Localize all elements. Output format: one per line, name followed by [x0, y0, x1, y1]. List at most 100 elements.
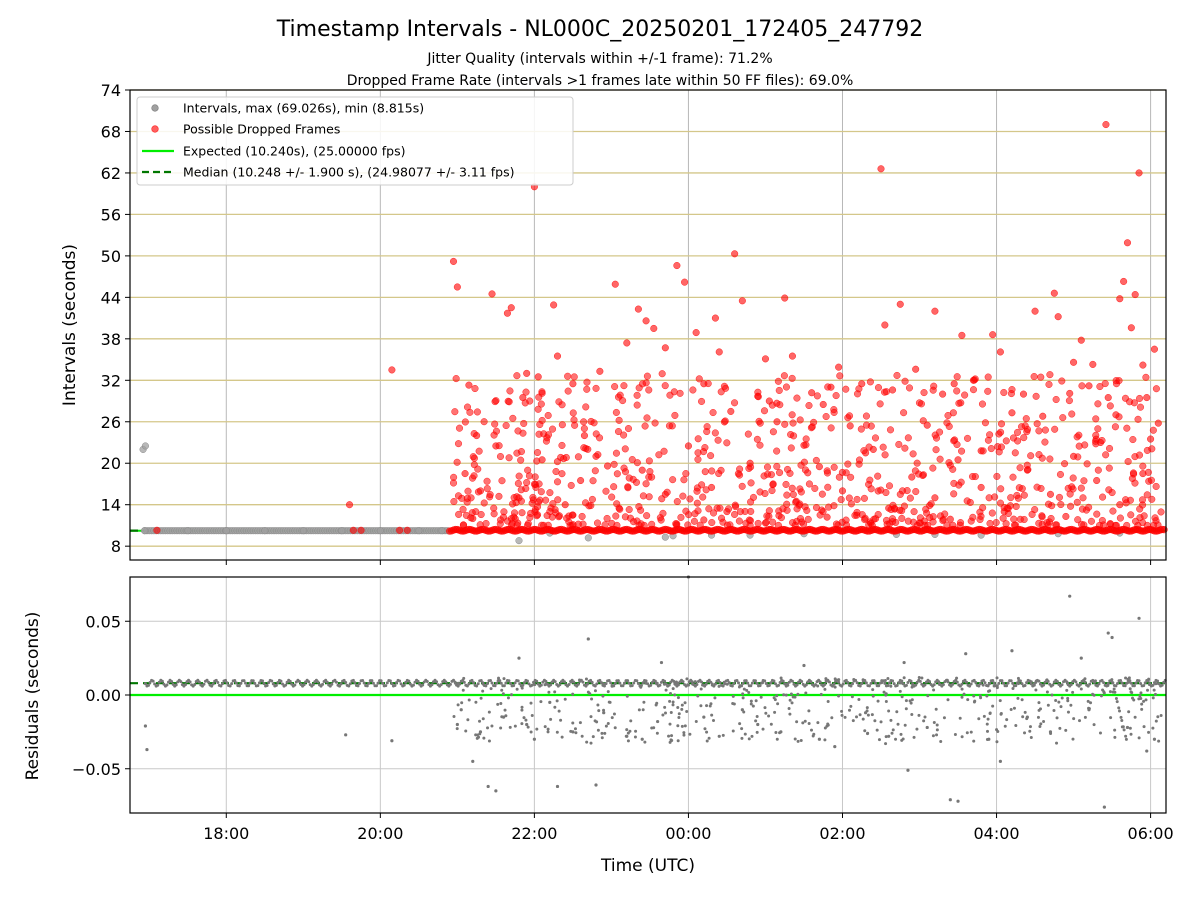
residual-point — [1091, 692, 1095, 696]
residual-point — [374, 684, 378, 688]
residual-point — [663, 679, 667, 683]
residual-point — [965, 731, 969, 735]
residual-point — [242, 679, 246, 683]
residual-point — [1009, 708, 1013, 712]
residual-point — [580, 734, 584, 738]
residual-point — [764, 711, 768, 715]
dropped-frame-point — [1157, 508, 1165, 516]
dropped-frame-point — [797, 488, 805, 496]
dropped-frame-point — [604, 462, 612, 470]
residual-point — [960, 687, 964, 691]
dropped-frame-point — [1136, 394, 1144, 402]
dropped-frame-point — [742, 519, 750, 527]
residual-point — [948, 798, 952, 802]
residual-point — [481, 682, 485, 686]
dropped-frame-point — [789, 519, 797, 527]
dropped-frame-point — [1120, 277, 1128, 285]
dropped-frame-point — [793, 394, 801, 402]
residual-point — [210, 684, 214, 688]
dropped-frame-point — [1015, 484, 1023, 492]
residual-point — [498, 679, 502, 683]
residual-point — [489, 687, 493, 691]
residual-point — [837, 694, 841, 698]
residual-point — [1092, 723, 1096, 727]
residual-point — [293, 683, 297, 687]
dropped-frame-point — [1143, 491, 1151, 499]
residual-point — [731, 729, 735, 733]
residual-point — [504, 714, 508, 718]
dropped-frame-point — [528, 499, 536, 507]
dropped-frame-point — [985, 494, 993, 502]
dropped-frame-point — [790, 432, 798, 440]
dropped-frame-point — [569, 409, 577, 417]
residual-point — [1052, 709, 1056, 713]
residual-point — [819, 692, 823, 696]
residual-point — [899, 681, 903, 685]
residual-point — [586, 637, 590, 641]
dropped-frame-point — [611, 280, 619, 288]
subtitle-dropped-frame-rate: Dropped Frame Rate (intervals >1 frames … — [347, 73, 854, 89]
residual-point — [558, 683, 562, 687]
dropped-frame-point — [877, 165, 885, 173]
dropped-frame-point — [788, 411, 796, 419]
residual-point — [668, 699, 672, 703]
residual-point — [1110, 678, 1114, 682]
dropped-frame-point — [1035, 427, 1043, 435]
residual-point — [783, 682, 787, 686]
residual-point — [981, 683, 985, 687]
dropped-frame-point — [1094, 425, 1102, 433]
intervals-points — [139, 121, 1168, 545]
dropped-frame-point — [1096, 383, 1104, 391]
residual-point — [1068, 594, 1072, 598]
residual-point — [1147, 730, 1151, 734]
dropped-frame-point — [661, 490, 669, 498]
dropped-frame-point — [1065, 397, 1073, 405]
residual-point — [513, 681, 517, 685]
residual-point — [718, 680, 722, 684]
residual-point — [1083, 715, 1087, 719]
residual-point — [500, 688, 504, 692]
residual-point — [869, 681, 873, 685]
dropped-frame-point — [858, 380, 866, 388]
dropped-frame-point — [939, 517, 947, 525]
residual-point — [680, 703, 684, 707]
dropped-frame-point — [830, 463, 838, 471]
residual-point — [549, 683, 553, 687]
residual-point — [855, 681, 859, 685]
residual-point — [411, 683, 415, 687]
residual-point — [637, 708, 641, 712]
dropped-frame-point — [786, 469, 794, 477]
x-tick-label: 20:00 — [357, 824, 403, 843]
dropped-frame-point — [1099, 493, 1107, 501]
dropped-frame-point — [450, 479, 458, 487]
residual-point — [584, 683, 588, 687]
residual-point — [917, 713, 921, 717]
residual-point — [849, 684, 853, 688]
residual-point — [923, 683, 927, 687]
residual-point — [560, 735, 564, 739]
residual-point — [230, 682, 234, 686]
dropped-frame-point — [589, 477, 597, 485]
residual-point — [1088, 682, 1092, 686]
dropped-frame-point — [804, 515, 812, 523]
dropped-frame-point — [517, 456, 525, 464]
subtitle-jitter-quality: Jitter Quality (intervals within +/-1 fr… — [426, 51, 772, 67]
residual-point — [793, 737, 797, 741]
residual-point — [749, 684, 753, 688]
residual-point — [1102, 805, 1106, 809]
residual-point — [462, 676, 466, 680]
residual-point — [817, 737, 821, 741]
dropped-frame-point — [1131, 291, 1139, 299]
dropped-frame-point — [396, 526, 404, 534]
dropped-frame-point — [620, 431, 628, 439]
residual-point — [656, 719, 660, 724]
residual-point — [555, 730, 559, 734]
residual-point — [710, 713, 714, 717]
dropped-frame-point — [1023, 428, 1031, 436]
x-tick-label: 22:00 — [511, 824, 557, 843]
residual-point — [207, 680, 211, 684]
dropped-frame-point — [1038, 520, 1046, 528]
residual-point — [393, 683, 397, 687]
residual-point — [850, 695, 854, 699]
dropped-frame-point — [732, 503, 740, 511]
